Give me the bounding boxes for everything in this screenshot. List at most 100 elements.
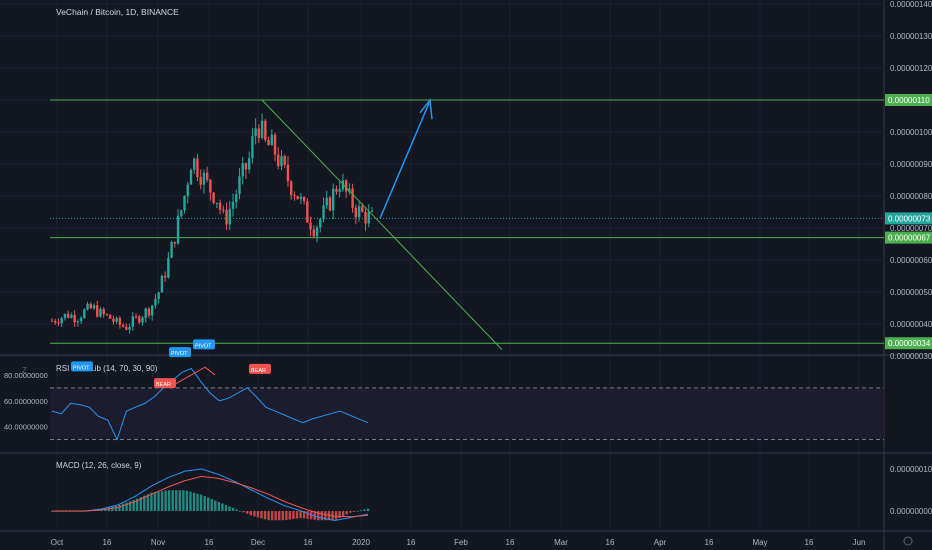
macd-histogram-bar bbox=[306, 511, 309, 519]
rsi-badge-label: BEAR bbox=[156, 382, 171, 388]
candle-body bbox=[92, 305, 96, 309]
macd-line bbox=[52, 468, 369, 522]
candle-body bbox=[183, 195, 186, 211]
macd-histogram-bar bbox=[125, 502, 128, 511]
candle-body bbox=[112, 318, 115, 322]
candle-body bbox=[283, 156, 286, 165]
macd-histogram-bar bbox=[228, 506, 231, 511]
macd-title: MACD (12, 26, close, 9) bbox=[56, 461, 142, 470]
time-axis-label: Feb bbox=[454, 538, 468, 547]
candle-body bbox=[267, 139, 270, 146]
rsi-divergence-line bbox=[172, 366, 216, 386]
candle-body bbox=[231, 201, 235, 209]
candle-body bbox=[125, 326, 128, 330]
candle-body bbox=[89, 303, 92, 309]
rsi-tick-label: 40.00000000 bbox=[4, 423, 48, 432]
macd-histogram-bar bbox=[146, 494, 150, 511]
candle-body bbox=[160, 275, 164, 293]
macd-histogram-bar bbox=[295, 511, 299, 519]
macd-histogram-bar bbox=[139, 497, 142, 511]
candle-body bbox=[277, 154, 280, 167]
candle-body bbox=[296, 196, 299, 200]
candle-body bbox=[57, 322, 60, 324]
candle-body bbox=[257, 128, 261, 138]
macd-histogram-bar bbox=[217, 501, 221, 511]
candle-body bbox=[289, 181, 293, 196]
time-axis-label: 16 bbox=[304, 538, 313, 547]
time-axis-label: Jun bbox=[853, 538, 866, 547]
candle-body bbox=[134, 316, 138, 318]
candle-body bbox=[60, 318, 63, 324]
candle-body bbox=[351, 188, 354, 208]
rsi-badge-label: PIVOT bbox=[73, 365, 90, 371]
candle-body bbox=[293, 195, 296, 197]
candle-body bbox=[196, 158, 199, 177]
rsi-line bbox=[51, 367, 369, 441]
candle-body bbox=[357, 206, 361, 218]
rsi-tick-label: 80.00000000 bbox=[4, 371, 48, 380]
candle-body bbox=[193, 158, 196, 170]
macd-histogram-bar bbox=[324, 511, 327, 521]
macd-histogram-bar bbox=[299, 511, 302, 519]
candle-body bbox=[370, 210, 374, 212]
candle-body bbox=[105, 314, 109, 316]
time-axis-label: Apr bbox=[654, 538, 667, 547]
macd-tick-label: 0.00000010 bbox=[890, 465, 932, 474]
candle-body bbox=[180, 210, 183, 216]
macd-histogram-bar bbox=[242, 511, 245, 513]
candle-body bbox=[315, 227, 319, 237]
settings-gear-icon[interactable] bbox=[903, 536, 913, 546]
chart-title: VeChain / Bitcoin, 1D, BINANCE bbox=[56, 7, 179, 17]
macd-histogram-bar bbox=[214, 500, 217, 511]
macd-histogram-bar bbox=[192, 492, 196, 511]
macd-histogram-bar bbox=[256, 511, 260, 518]
macd-histogram-bar bbox=[171, 490, 174, 511]
projection-arrow-head bbox=[419, 98, 433, 120]
price-tag-label: 0.00000067 bbox=[888, 234, 931, 243]
time-axis-label: Mar bbox=[554, 538, 568, 547]
time-axis-label: Oct bbox=[51, 538, 64, 547]
candle-body bbox=[328, 197, 332, 211]
candle-body bbox=[76, 321, 80, 323]
rsi-pivot-badge bbox=[71, 361, 93, 372]
macd-histogram-bar bbox=[196, 493, 199, 511]
macd-histogram-bar bbox=[317, 511, 320, 521]
macd-histogram-bar bbox=[199, 494, 203, 511]
macd-histogram-bar bbox=[345, 511, 348, 515]
candle-body bbox=[202, 172, 206, 185]
macd-histogram-bar bbox=[363, 509, 366, 511]
time-axis-label: 16 bbox=[805, 538, 814, 547]
candle-body bbox=[54, 320, 57, 323]
rsi-tick-label: 60.00000000 bbox=[4, 397, 48, 406]
macd-histogram-bar bbox=[334, 511, 338, 520]
macd-histogram-bar bbox=[238, 510, 242, 512]
macd-histogram-bar bbox=[352, 511, 355, 512]
macd-histogram-bar bbox=[263, 511, 267, 520]
candle-body bbox=[163, 275, 167, 278]
macd-histogram-bar bbox=[207, 497, 210, 511]
candle-body bbox=[306, 201, 309, 223]
candle-body bbox=[338, 189, 341, 192]
rsi-title: RSI Div - Lib (14, 70, 30, 90) bbox=[56, 364, 158, 373]
candle-body bbox=[96, 305, 99, 317]
macd-histogram-bar bbox=[253, 511, 256, 517]
candle-body bbox=[241, 163, 244, 177]
projection-arrow-line bbox=[379, 102, 430, 219]
macd-tick-label: 0.00000000 bbox=[890, 507, 932, 516]
candle-body bbox=[286, 164, 290, 182]
candle-body bbox=[199, 176, 202, 185]
candle-body bbox=[131, 316, 135, 327]
price-tag-badge bbox=[885, 337, 932, 350]
candle-body bbox=[157, 292, 160, 299]
candle-body bbox=[299, 196, 303, 200]
price-tick-label: 0.00000140 bbox=[890, 0, 932, 9]
candle-body bbox=[170, 241, 173, 258]
time-axis-label: May bbox=[752, 538, 767, 547]
rsi-pivot-badge bbox=[169, 347, 191, 358]
macd-histogram-bar bbox=[313, 511, 316, 520]
macd-histogram-bar bbox=[157, 491, 160, 511]
time-axis-label: Dec bbox=[251, 538, 265, 547]
candle-body bbox=[367, 211, 370, 224]
macd-histogram-bar bbox=[175, 490, 178, 511]
